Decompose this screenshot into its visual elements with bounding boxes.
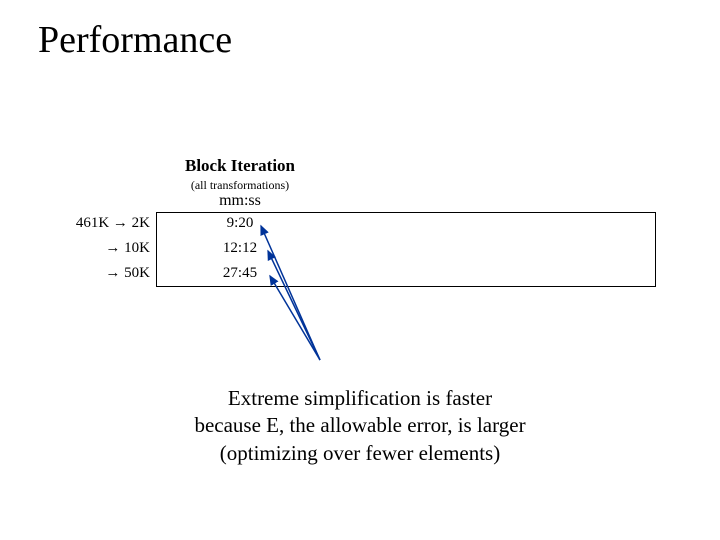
row-label-2: → 50K (0, 265, 150, 282)
footer-line-3: (optimizing over fewer elements) (220, 441, 500, 465)
row-label-0: 461K → 2K (0, 215, 150, 232)
row-value-0: 9:20 (200, 215, 280, 232)
footer-text: Extreme simplification is faster because… (0, 385, 720, 467)
col-header-units: mm:ss (170, 192, 310, 210)
footer-line-1: Extreme simplification is faster (228, 386, 492, 410)
col-header-sub: (all transformations) (170, 178, 310, 193)
row-label-1: → 10K (0, 240, 150, 257)
row-value-2: 27:45 (200, 265, 280, 282)
slide-title: Performance (38, 18, 232, 62)
footer-line-2: because E, the allowable error, is large… (194, 413, 525, 437)
row-value-1: 12:12 (200, 240, 280, 257)
col-header-main: Block Iteration (170, 156, 310, 176)
